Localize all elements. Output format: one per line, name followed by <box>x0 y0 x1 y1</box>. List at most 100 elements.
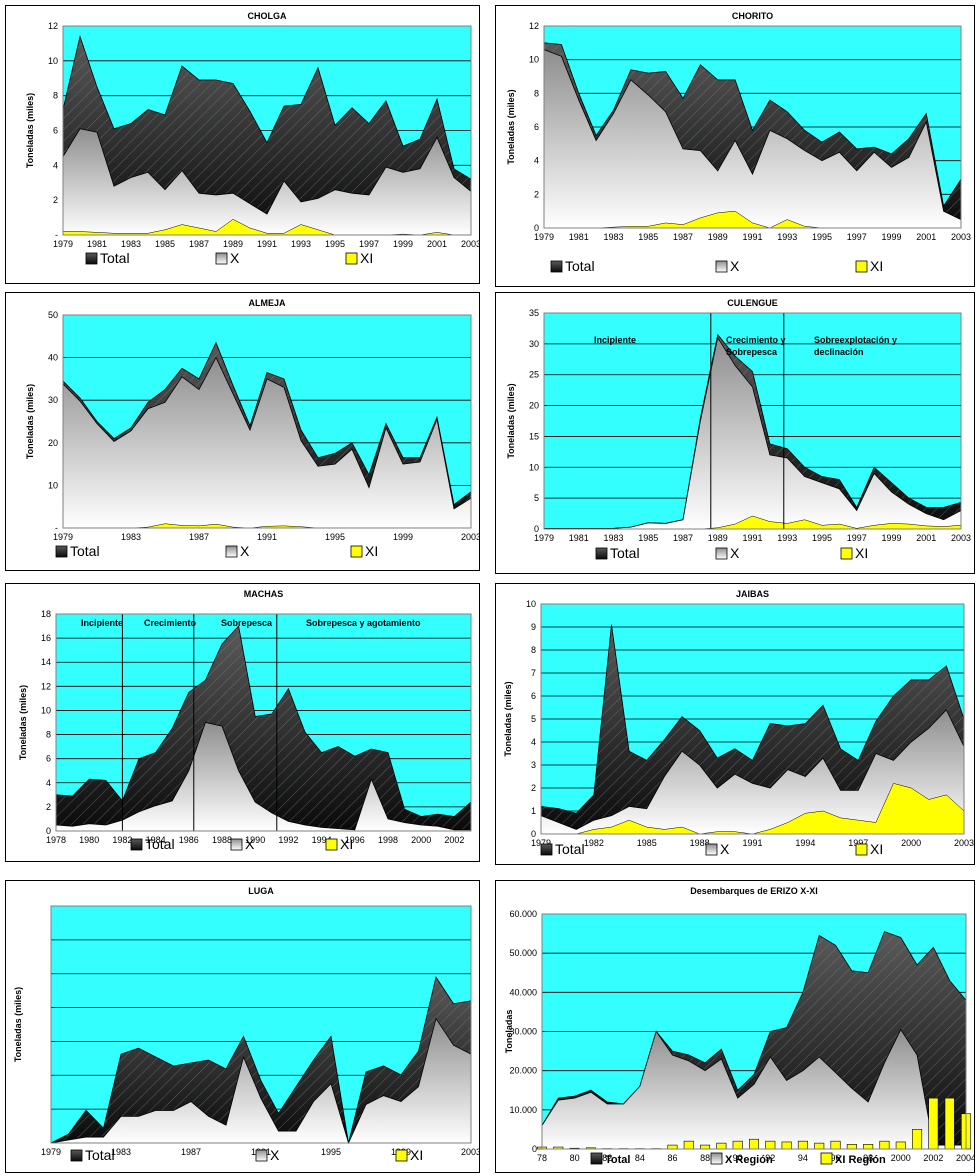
x-tick-label: 1983 <box>121 239 141 249</box>
legend-swatch <box>840 547 853 560</box>
legend-swatch <box>820 1152 833 1165</box>
x-tick-label: 82 <box>602 1153 612 1163</box>
x-tick-label: 98 <box>863 1153 873 1163</box>
series-x-area <box>62 356 472 529</box>
x-tick-label: 2003 <box>954 838 974 848</box>
x-tick-label: 78 <box>537 1153 547 1163</box>
x-tick-label: 1991 <box>742 533 762 543</box>
y-tick-label: 2 <box>46 802 51 812</box>
y-tick-label: 3 <box>531 760 536 770</box>
series-xi-bar <box>748 1138 760 1150</box>
chart-panel-jaibas: 0 1 2 3 4 5 6 7 8 9 10 1979 1982 1985 1988 1991 1994 1997… <box>495 583 975 865</box>
x-tick-label: 1987 <box>189 532 209 542</box>
x-tick-label: 1985 <box>637 838 657 848</box>
x-tick-label: 1997 <box>847 533 867 543</box>
x-tick-label: 1988 <box>212 835 232 845</box>
chart-title: MACHAS <box>244 589 284 599</box>
legend-swatch <box>130 838 143 851</box>
x-tick-label: 1978 <box>46 835 66 845</box>
chart-title: CHORITO <box>732 11 773 21</box>
legend-swatch <box>705 843 718 856</box>
legend-label: X <box>245 836 255 852</box>
x-tick-label: 1998 <box>378 835 398 845</box>
chart-panel-luga: 1979198319871991199519992003LUGATonelada… <box>5 880 480 1173</box>
x-tick-label: 1989 <box>223 239 243 249</box>
x-tick-label: 1987 <box>673 533 693 543</box>
legend-label: X <box>720 841 730 857</box>
x-tick-label: 1992 <box>278 835 298 845</box>
y-tick-label: 30.000 <box>509 1027 537 1037</box>
chart-panel-chorito: 0 2 4 6 8 10 12 1979 1981 1983 1985 1987 1989 1991 199… <box>495 5 975 287</box>
legend-label: XI <box>410 1147 423 1163</box>
legend-swatch <box>55 545 68 558</box>
x-tick-label: 1983 <box>603 533 623 543</box>
x-tick-label: 1981 <box>87 239 107 249</box>
y-tick-label: 4 <box>53 160 58 170</box>
y-axis-label: Toneladas <box>504 1010 514 1054</box>
chart-title: ALMEJA <box>248 298 286 308</box>
legend-swatch <box>590 1152 603 1165</box>
y-tick-label: 5 <box>531 714 536 724</box>
y-tick-label: 6 <box>534 122 539 132</box>
series-xi-bar <box>667 1144 678 1150</box>
chart-title: CHOLGA <box>248 11 287 21</box>
x-tick-label: 2003 <box>951 232 971 242</box>
x-tick-label: 1985 <box>638 533 658 543</box>
legend-swatch <box>345 252 358 265</box>
x-tick-label: 1997 <box>848 838 868 848</box>
x-tick-label: 1983 <box>603 232 623 242</box>
x-tick-label: 1991 <box>257 532 277 542</box>
x-tick-label: 1991 <box>742 232 762 242</box>
x-tick-label: 1987 <box>673 232 693 242</box>
legend-swatch <box>225 545 238 558</box>
plot-border <box>543 312 962 530</box>
series-xi-bar <box>830 1140 841 1150</box>
y-tick-label: 6 <box>46 754 51 764</box>
x-tick-label: 1979 <box>534 533 554 543</box>
series-xi-bar <box>732 1140 743 1150</box>
x-tick-label: 96 <box>831 1153 841 1163</box>
y-tick-label: 10.000 <box>509 1105 537 1115</box>
y-axis-label: Toneladas (miles) <box>506 89 516 164</box>
series-x-area <box>541 1028 967 1150</box>
x-tick-label: 1983 <box>111 1147 131 1157</box>
y-axis-label: Toneladas (miles) <box>506 383 516 458</box>
x-tick-label: 1979 <box>53 239 73 249</box>
chart-almeja: - 10 20 30 40 50 1979 1983 1987 1991 1995 1999 2003 A… <box>25 298 479 559</box>
x-tick-label: 2002 <box>444 835 464 845</box>
y-tick-label: 50.000 <box>509 948 537 958</box>
x-tick-label: 1983 <box>121 532 141 542</box>
chart-title: JAIBAS <box>736 589 769 599</box>
x-tick-label: 1995 <box>812 232 832 242</box>
series-x-area <box>543 48 962 229</box>
chart-title: CULENGUE <box>727 298 778 308</box>
x-tick-label: 1982 <box>112 835 132 845</box>
legend-label: XI <box>360 250 373 266</box>
y-tick-label: 40.000 <box>509 987 537 997</box>
x-tick-label: 1999 <box>881 232 901 242</box>
series-xi-bar <box>683 1140 694 1150</box>
chart-panel-cholga: - 2 4 6 8 10 12 1979 1981 1983 1985 1987 1989 1991 199… <box>5 5 480 284</box>
plot-border <box>543 25 962 229</box>
x-tick-label: 1985 <box>155 239 175 249</box>
y-axis-label: Toneladas (miles) <box>25 93 35 168</box>
legend-label: Total <box>610 545 640 561</box>
y-tick-label: 0 <box>534 223 539 233</box>
x-tick-label: 1991 <box>742 838 762 848</box>
y-tick-label: 2 <box>531 783 536 793</box>
legend-label: Total <box>85 1147 115 1163</box>
legend-swatch <box>230 838 243 851</box>
legend-swatch <box>550 260 563 273</box>
x-tick-label: 94 <box>798 1153 808 1163</box>
x-tick-label: 1993 <box>777 533 797 543</box>
plot-border <box>62 25 472 236</box>
y-tick-label: 9 <box>531 622 536 632</box>
plot-border <box>541 913 967 1150</box>
y-tick-label: 10 <box>41 705 51 715</box>
series-xi-bar <box>863 1143 874 1150</box>
y-tick-label: 2 <box>534 189 539 199</box>
y-tick-label: 12 <box>41 681 51 691</box>
x-tick-label: 90 <box>733 1153 743 1163</box>
series-xi-bar <box>700 1144 711 1150</box>
legend-label: XI <box>870 258 883 274</box>
